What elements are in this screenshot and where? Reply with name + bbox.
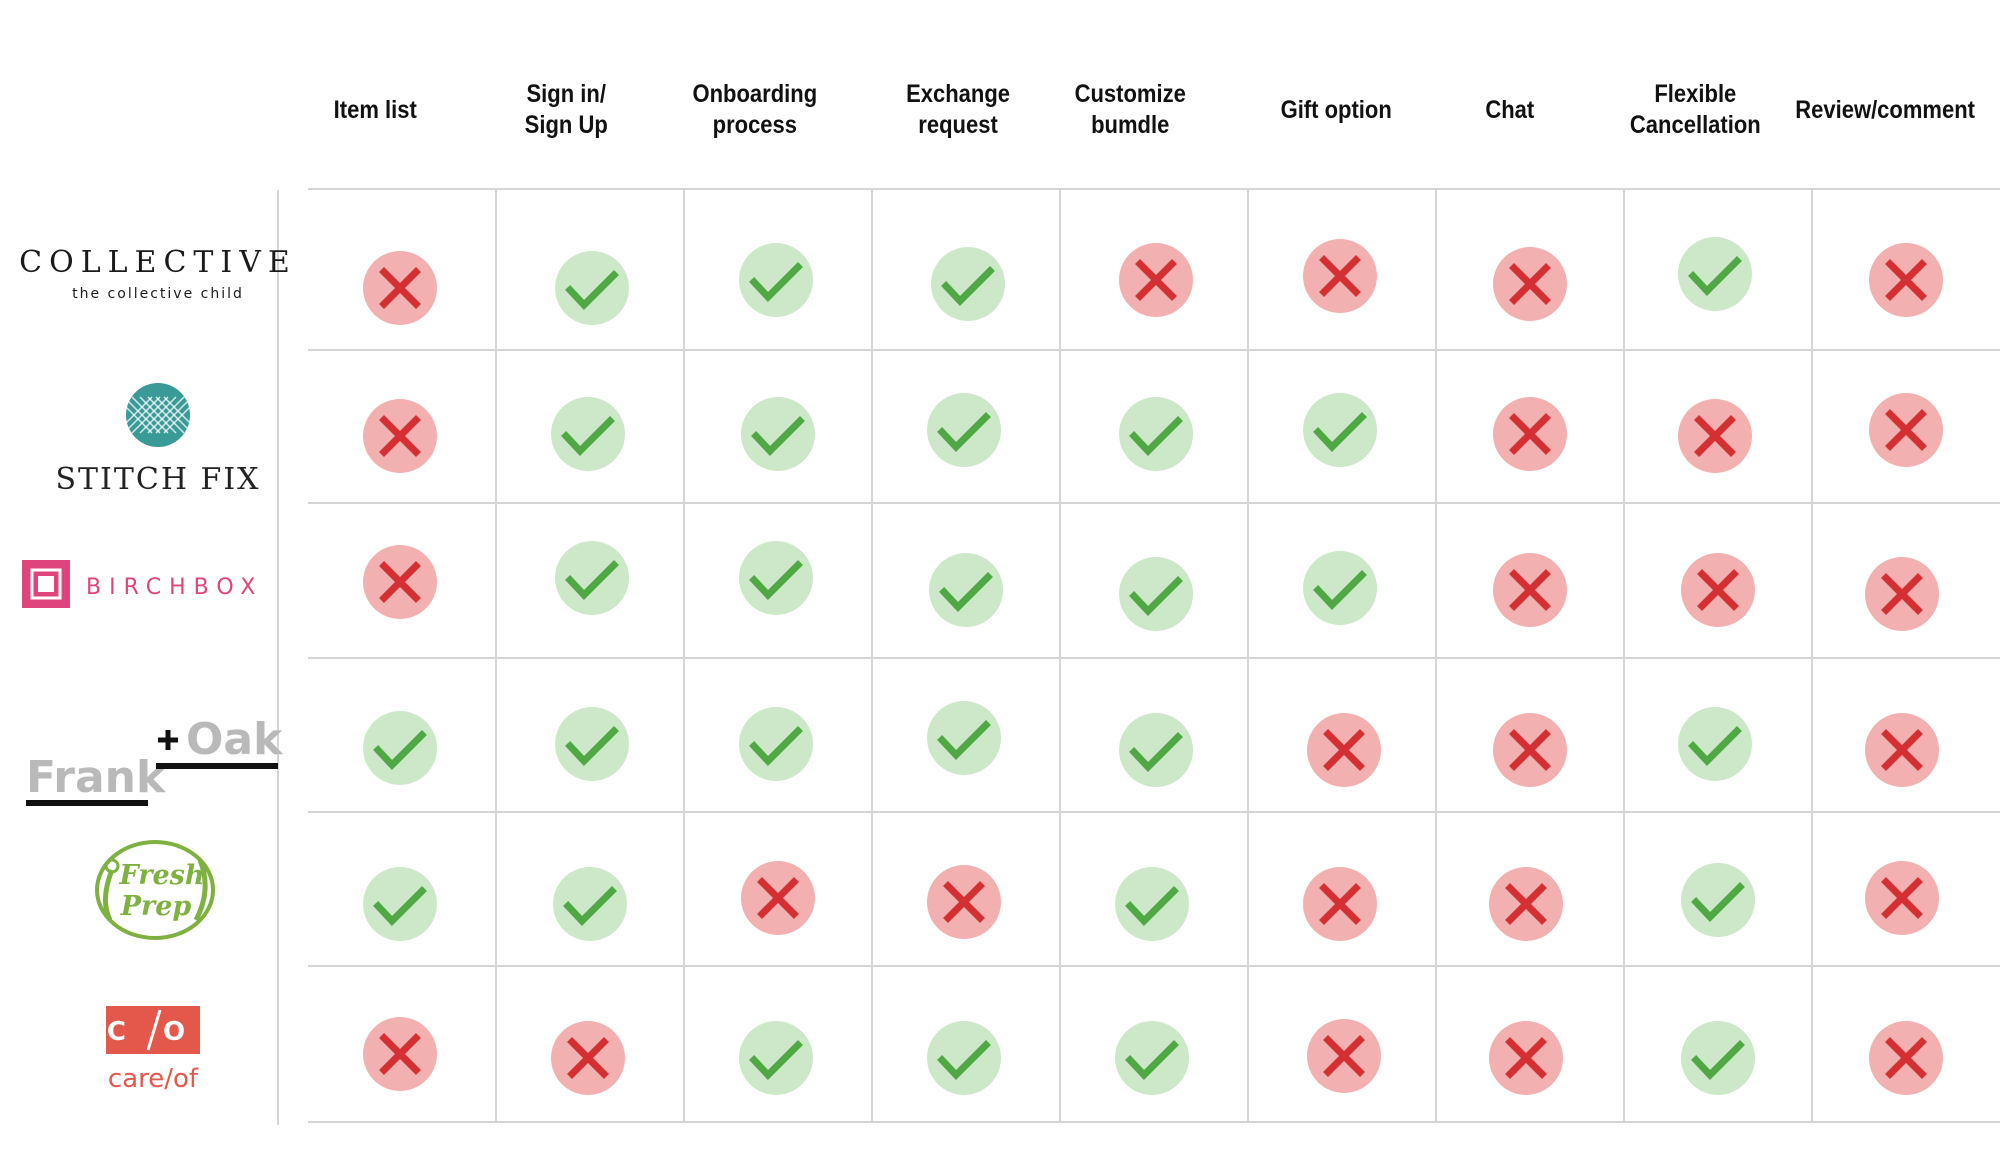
check-icon — [739, 243, 813, 317]
x-icon — [1869, 393, 1943, 467]
check-icon — [739, 541, 813, 615]
check-icon — [1303, 551, 1377, 625]
x-icon — [1865, 861, 1939, 935]
check-icon — [927, 1021, 1001, 1095]
column-header: Chat — [1415, 60, 1605, 160]
collective-logo: COLLECTIVE the collective child — [19, 245, 297, 302]
x-icon — [1493, 713, 1567, 787]
column-header-label: Chat — [1485, 95, 1535, 124]
logo-text-secondary: Prep — [120, 891, 192, 922]
logo-mark-text: C O — [107, 1017, 199, 1047]
column-header: Exchange request — [863, 60, 1053, 160]
x-icon — [1493, 247, 1567, 321]
check-icon — [927, 701, 1001, 775]
check-icon — [363, 711, 437, 785]
check-icon — [741, 397, 815, 471]
check-icon — [1681, 1021, 1755, 1095]
check-icon — [1119, 557, 1193, 631]
logo-text: care/of — [108, 1064, 199, 1094]
x-icon — [1869, 1021, 1943, 1095]
stitch-fix-logo: STITCH FIX — [55, 383, 260, 497]
check-icon — [1119, 713, 1193, 787]
x-icon — [363, 251, 437, 325]
x-icon — [363, 1017, 437, 1091]
logo-text: STITCH FIX — [55, 462, 260, 497]
frank-and-oak-logo: Frank Oak — [26, 714, 284, 806]
column-header: Onboarding process — [660, 60, 850, 160]
check-icon — [555, 707, 629, 781]
check-icon — [1115, 867, 1189, 941]
check-icon — [551, 397, 625, 471]
x-icon — [1869, 243, 1943, 317]
logo-text: COLLECTIVE — [19, 245, 297, 280]
check-icon — [927, 393, 1001, 467]
column-header-label: Onboarding process — [692, 80, 818, 139]
x-icon — [1681, 553, 1755, 627]
x-icon — [1493, 397, 1567, 471]
column-header-label: Exchange request — [906, 80, 1010, 139]
x-icon — [1303, 867, 1377, 941]
column-header-label: Review/comment — [1795, 95, 1975, 124]
x-icon — [1493, 553, 1567, 627]
x-icon — [363, 399, 437, 473]
x-icon — [1865, 713, 1939, 787]
x-icon — [741, 861, 815, 935]
logo-text: Frank — [26, 752, 167, 803]
logo-text: BIRCHBOX — [86, 575, 263, 600]
check-icon — [555, 251, 629, 325]
check-icon — [363, 867, 437, 941]
x-icon — [1307, 713, 1381, 787]
column-header-label: Item list — [333, 95, 417, 124]
care-of-logo: C O care/of — [106, 1006, 200, 1094]
column-header: Flexible Cancellation — [1600, 60, 1790, 160]
check-icon — [931, 247, 1005, 321]
check-icon — [929, 553, 1003, 627]
check-icon — [555, 541, 629, 615]
x-icon — [1303, 239, 1377, 313]
logo-text-secondary: Oak — [186, 714, 284, 765]
check-icon — [1303, 393, 1377, 467]
check-icon — [739, 1021, 813, 1095]
x-icon — [927, 865, 1001, 939]
x-icon — [1865, 557, 1939, 631]
x-icon — [1489, 867, 1563, 941]
birchbox-logo: BIRCHBOX — [22, 560, 263, 608]
check-icon — [739, 707, 813, 781]
column-header-label: Flexible Cancellation — [1629, 80, 1761, 139]
x-icon — [363, 545, 437, 619]
column-header: Gift option — [1241, 60, 1431, 160]
logo-text: Fresh — [119, 860, 205, 891]
check-icon — [1115, 1021, 1189, 1095]
check-icon — [1678, 237, 1752, 311]
x-icon — [1678, 399, 1752, 473]
column-header-label: Sign in/ Sign Up — [524, 80, 608, 139]
column-header-label: Customize bumdle — [1074, 80, 1186, 139]
column-header-label: Gift option — [1280, 95, 1392, 124]
column-header: Item list — [280, 60, 470, 160]
check-icon — [1678, 707, 1752, 781]
check-icon — [1681, 863, 1755, 937]
logo-subtext: the collective child — [72, 286, 244, 302]
x-icon — [551, 1021, 625, 1095]
check-icon — [553, 867, 627, 941]
column-header: Review/comment — [1790, 60, 1980, 160]
x-icon — [1119, 243, 1193, 317]
column-header: Sign in/ Sign Up — [471, 60, 661, 160]
column-header: Customize bumdle — [1035, 60, 1225, 160]
check-icon — [1119, 397, 1193, 471]
x-icon — [1489, 1021, 1563, 1095]
x-icon — [1307, 1019, 1381, 1093]
